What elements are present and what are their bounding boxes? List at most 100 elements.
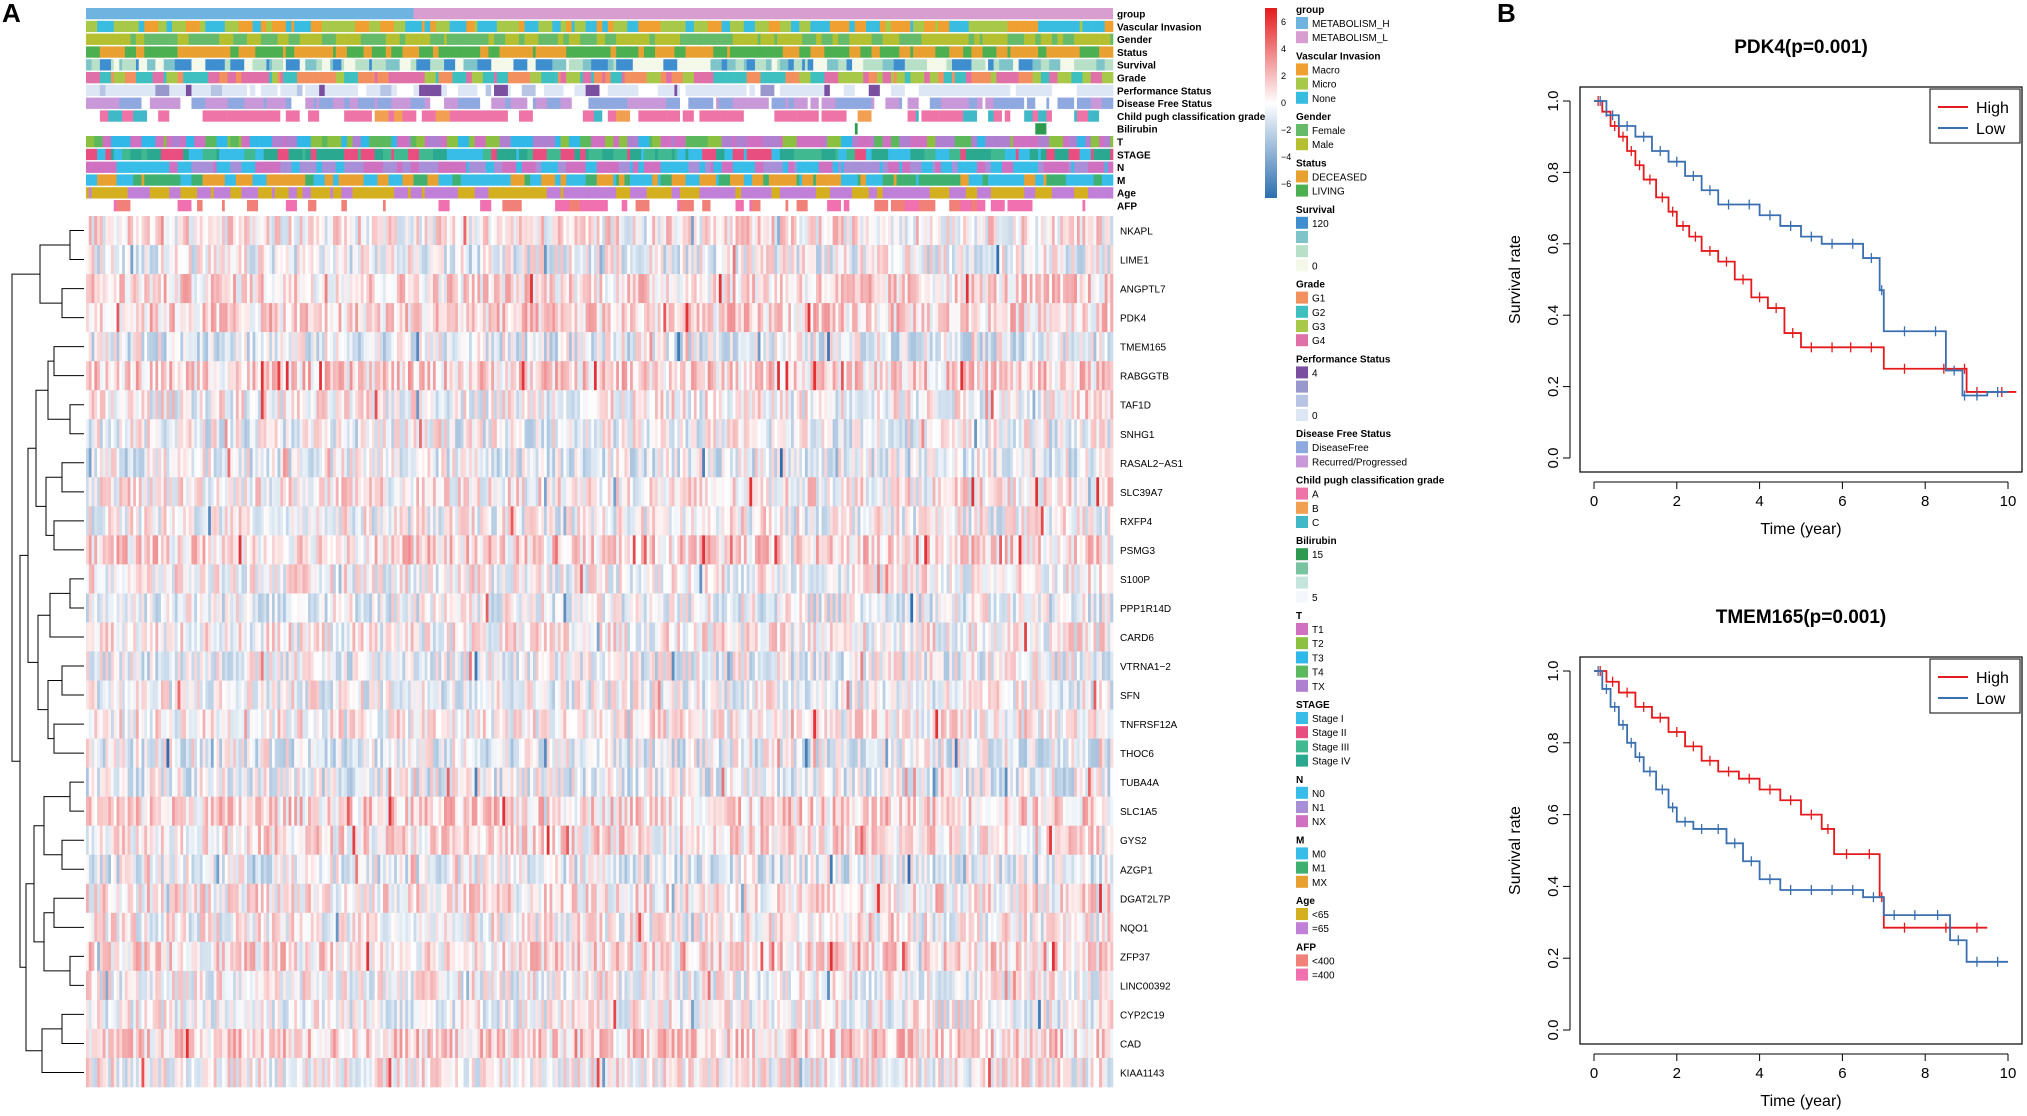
heatmap-cell bbox=[607, 216, 611, 246]
annotation-cell bbox=[627, 46, 639, 58]
heatmap-cell bbox=[197, 216, 201, 246]
heatmap-cell bbox=[452, 361, 456, 391]
heatmap-cell bbox=[260, 419, 264, 449]
annotation-cell bbox=[382, 148, 392, 161]
heatmap-cell bbox=[771, 274, 775, 304]
heatmap-cell bbox=[1060, 361, 1064, 391]
heatmap-cell bbox=[1049, 361, 1053, 391]
heatmap-cell bbox=[1057, 332, 1061, 362]
annotation-cell bbox=[1068, 161, 1072, 173]
annotation-cell bbox=[899, 46, 911, 58]
annotation-cell bbox=[313, 174, 326, 186]
annotation-cell bbox=[410, 97, 425, 109]
annotation-cell bbox=[482, 161, 486, 173]
heatmap-cell bbox=[1090, 332, 1094, 362]
heatmap-cell bbox=[152, 332, 156, 362]
heatmap-cell bbox=[571, 361, 575, 391]
heatmap-cell bbox=[183, 448, 187, 478]
heatmap-cell bbox=[607, 332, 611, 362]
heatmap-cell bbox=[149, 303, 153, 333]
heatmap-cell bbox=[749, 332, 753, 362]
heatmap-cell bbox=[355, 419, 359, 449]
annotation-cell bbox=[555, 72, 559, 84]
heatmap-cell bbox=[802, 245, 806, 275]
heatmap-cell bbox=[163, 245, 167, 275]
annotation-cell bbox=[366, 187, 375, 199]
annotation-cell bbox=[160, 148, 173, 161]
heatmap-cell bbox=[829, 303, 833, 333]
heatmap-cell bbox=[391, 245, 395, 275]
heatmap-cell bbox=[244, 390, 248, 420]
heatmap-cell bbox=[1076, 332, 1080, 362]
heatmap-cell bbox=[660, 332, 664, 362]
heatmap-cell bbox=[818, 303, 822, 333]
heatmap-cell bbox=[993, 303, 997, 333]
heatmap-cell bbox=[480, 390, 484, 420]
heatmap-cell bbox=[355, 216, 359, 246]
annotation-cell bbox=[235, 174, 242, 186]
annotation-cell bbox=[191, 59, 201, 71]
heatmap-cell bbox=[816, 419, 820, 449]
annotation-cell bbox=[224, 20, 239, 33]
heatmap-cell bbox=[133, 419, 137, 449]
annotation-cell bbox=[810, 72, 814, 84]
annotation-cell bbox=[188, 123, 198, 135]
heatmap-cell bbox=[635, 216, 639, 246]
heatmap-cell bbox=[274, 419, 278, 449]
annotation-cell bbox=[283, 59, 287, 71]
annotation-cell bbox=[1104, 136, 1111, 148]
annotation-cell bbox=[846, 148, 856, 161]
heatmap-cell bbox=[321, 361, 326, 391]
heatmap-cell bbox=[993, 216, 997, 246]
heatmap-cell bbox=[183, 216, 187, 246]
heatmap-cell bbox=[716, 390, 720, 420]
annotation-cell bbox=[888, 200, 892, 212]
heatmap-cell bbox=[482, 274, 486, 304]
annotation-cell bbox=[616, 46, 625, 58]
heatmap-cell bbox=[355, 274, 359, 304]
annotation-cell bbox=[238, 136, 242, 148]
heatmap-cell bbox=[804, 303, 808, 333]
heatmap-cell bbox=[169, 448, 173, 478]
heatmap-cell bbox=[963, 216, 967, 246]
heatmap-cell bbox=[363, 390, 367, 420]
annotation-track-label: T bbox=[1117, 138, 1123, 149]
annotation-cell bbox=[1065, 20, 1080, 33]
heatmap-cell bbox=[890, 245, 895, 275]
heatmap-cell bbox=[1057, 216, 1061, 246]
heatmap-cell bbox=[377, 216, 381, 246]
heatmap-cell bbox=[244, 216, 248, 246]
heatmap-cell bbox=[1071, 419, 1075, 449]
heatmap-cell bbox=[549, 274, 553, 304]
heatmap-cell bbox=[355, 332, 359, 362]
heatmap-cell bbox=[602, 390, 606, 420]
heatmap-cell bbox=[810, 274, 814, 304]
heatmap-cell bbox=[288, 245, 292, 275]
heatmap-cell bbox=[666, 274, 670, 304]
heatmap-cell bbox=[1082, 419, 1086, 449]
heatmap-cell bbox=[777, 361, 781, 391]
heatmap-row bbox=[86, 419, 1114, 449]
heatmap-cell bbox=[135, 361, 140, 391]
heatmap-cell bbox=[363, 274, 367, 304]
heatmap-cell bbox=[971, 390, 975, 420]
annotation-cell bbox=[396, 136, 409, 148]
heatmap-cell bbox=[563, 390, 567, 420]
annotation-cell bbox=[410, 200, 425, 212]
annotation-cell bbox=[296, 72, 301, 84]
heatmap-cell bbox=[593, 332, 598, 362]
annotation-cell bbox=[505, 33, 520, 45]
annotation-cell bbox=[771, 59, 778, 71]
heatmap-cell bbox=[1043, 245, 1047, 275]
heatmap-cell bbox=[246, 216, 251, 246]
heatmap-cell bbox=[1060, 419, 1064, 449]
heatmap-cell bbox=[596, 303, 600, 333]
heatmap-cell bbox=[244, 419, 248, 449]
heatmap-cell bbox=[474, 448, 478, 478]
heatmap-cell bbox=[222, 274, 226, 304]
annotation-cell bbox=[940, 97, 956, 109]
heatmap-cell bbox=[1035, 216, 1039, 246]
heatmap-cell bbox=[99, 361, 103, 391]
heatmap-cell bbox=[896, 245, 900, 275]
heatmap-cell bbox=[1085, 303, 1089, 333]
